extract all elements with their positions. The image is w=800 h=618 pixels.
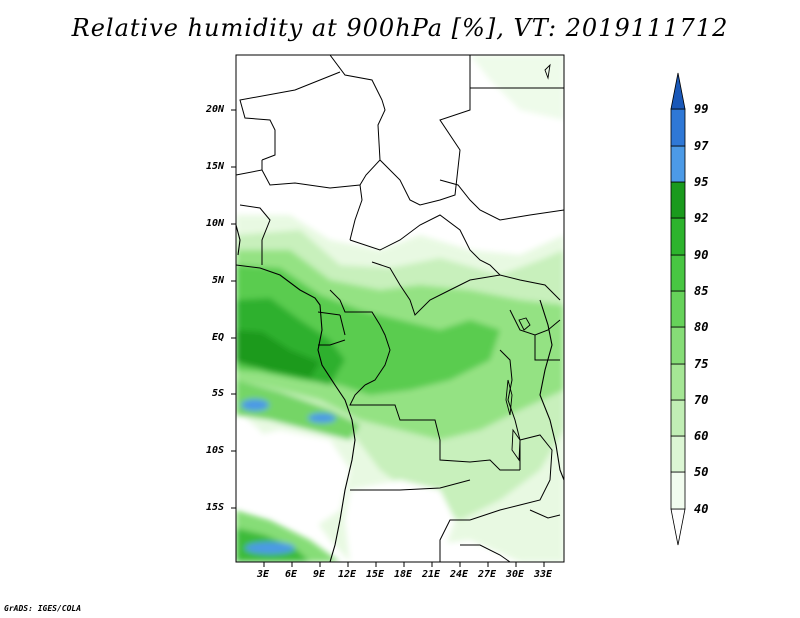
map-frame	[235, 54, 565, 563]
colorbar-bin-50-60	[670, 435, 686, 473]
humidity-field	[236, 55, 564, 562]
colorbar-bin-60-70	[670, 399, 686, 437]
colorbar-bin-95-97	[670, 145, 686, 183]
lat-label-15s: 15S	[206, 502, 225, 513]
lat-label-15n: 15N	[206, 161, 225, 172]
lon-label-9e: 9E	[313, 569, 326, 580]
colorbar-label-50: 50	[694, 465, 709, 479]
colorbar-bin-80-85	[670, 290, 686, 328]
colorbar-label-40: 40	[694, 502, 709, 516]
colorbar-bin-75-80	[670, 326, 686, 365]
map-title: Relative humidity at 900hPa [%], VT: 201…	[71, 14, 729, 42]
colorbar-label-90: 90	[694, 248, 709, 262]
country-borders	[236, 55, 564, 562]
colorbar-label-85: 85	[694, 284, 709, 298]
rh-dry-south-atlantic	[236, 430, 350, 530]
lon-label-30e: 30E	[506, 569, 525, 580]
lat-label-10n: 10N	[206, 218, 225, 229]
lat-label-5s: 5S	[212, 388, 225, 399]
lat-label-eq: EQ	[212, 332, 225, 343]
colorbar-label-95: 95	[694, 175, 709, 189]
lat-ticks	[231, 109, 236, 509]
lon-label-27e: 27E	[478, 569, 497, 580]
coastline	[236, 224, 564, 562]
colorbar-bin-40-50	[670, 471, 686, 510]
lon-label-33e: 33E	[534, 569, 553, 580]
colorbar-label-97: 97	[694, 139, 709, 153]
colorbar-label-99: 99	[694, 102, 709, 116]
colorbar-label-60: 60	[694, 429, 709, 443]
lat-label-5n: 5N	[212, 275, 225, 286]
colorbar-bin-70-75	[670, 363, 686, 401]
colorbar	[670, 72, 686, 546]
lakes	[505, 63, 551, 462]
colorbar-bin-40	[670, 508, 686, 546]
colorbar-bin-92-95	[670, 181, 686, 219]
lon-label-6e: 6E	[285, 569, 298, 580]
lat-label-20n: 20N	[206, 104, 225, 115]
lon-label-24e: 24E	[450, 569, 469, 580]
lon-label-15e: 15E	[366, 569, 385, 580]
colorbar-bin-85-90	[670, 254, 686, 292]
grads-credit: GrADS: IGES/COLA	[4, 604, 82, 613]
rh-area-92	[236, 330, 320, 378]
colorbar-label-70: 70	[694, 393, 709, 407]
lon-label-21e: 21E	[422, 569, 441, 580]
rh-dry-north	[236, 55, 564, 250]
colorbar-label-92: 92	[694, 211, 709, 225]
lat-label-10s: 10S	[206, 445, 225, 456]
rh-dry-angola	[345, 480, 455, 562]
rh-area-95-atlantic	[241, 399, 269, 411]
rh-area-95-south	[245, 542, 295, 554]
colorbar-bin-97-99	[670, 108, 686, 147]
lon-label-18e: 18E	[394, 569, 413, 580]
colorbar-label-80: 80	[694, 320, 709, 334]
colorbar-bin-99	[670, 72, 686, 110]
colorbar-bin-90-92	[670, 217, 686, 256]
colorbar-label-75: 75	[694, 357, 709, 371]
rh-area-95-coast	[308, 413, 336, 423]
lon-ticks	[263, 562, 545, 567]
lon-label-12e: 12E	[338, 569, 357, 580]
lon-label-3e: 3E	[257, 569, 270, 580]
rh-area-85-south	[236, 380, 360, 440]
